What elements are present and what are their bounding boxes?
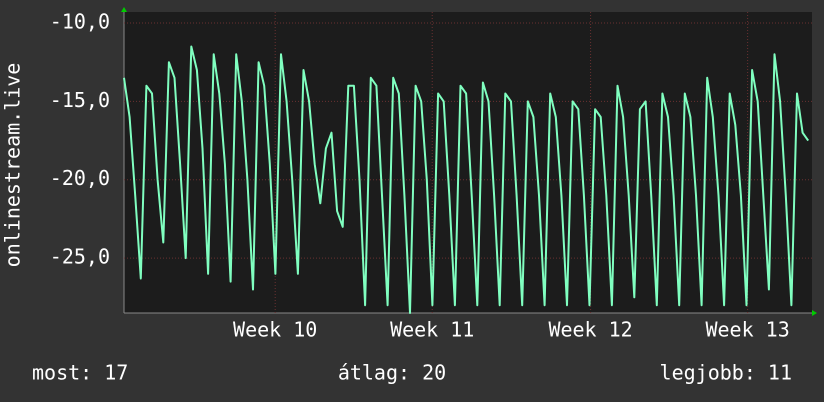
x-tick-label: Week 10: [233, 318, 317, 342]
x-tick-label: Week 11: [390, 318, 474, 342]
y-tick-label: -10,0: [50, 9, 110, 33]
plot-area: [124, 12, 812, 313]
stat: átlag: 20: [338, 361, 446, 385]
y-tick-label: -20,0: [50, 166, 110, 190]
y-tick-label: -25,0: [50, 245, 110, 269]
axis-arrow: [812, 310, 817, 316]
x-tick-label: Week 12: [548, 318, 632, 342]
data-line: [123, 45, 810, 314]
x-tick-label: Week 13: [705, 318, 789, 342]
y-tick-label: -15,0: [50, 88, 110, 112]
axis-arrow: [121, 7, 127, 12]
stat: most: 17: [32, 361, 128, 385]
y-axis-label: onlinestream.live: [1, 63, 25, 268]
stat: legjobb: 11: [660, 361, 792, 385]
